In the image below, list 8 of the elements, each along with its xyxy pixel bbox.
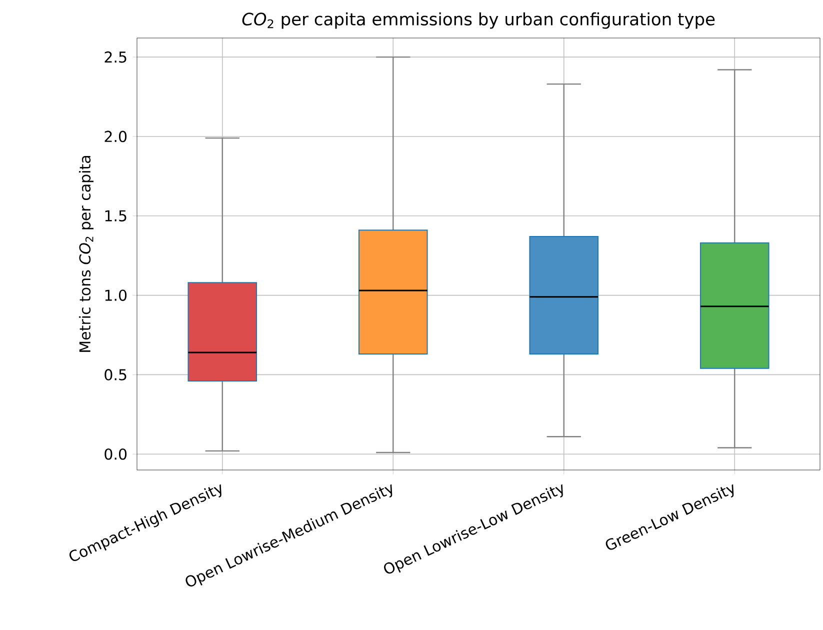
y-tick-label: 1.0 xyxy=(105,290,127,301)
y-tick-label: 1.5 xyxy=(105,210,126,222)
chart-title: CO$_{2}$ per capita emmissions by urban configuration type xyxy=(242,12,715,29)
y-tick-label: 0.0 xyxy=(104,448,127,460)
y-tick-label: 2.0 xyxy=(104,130,127,142)
y-tick-label: 2.5 xyxy=(104,51,126,63)
y-axis-title: Metric tons CO$_{2}$ per capita xyxy=(78,156,94,352)
y-tick-label: 0.5 xyxy=(104,369,126,380)
